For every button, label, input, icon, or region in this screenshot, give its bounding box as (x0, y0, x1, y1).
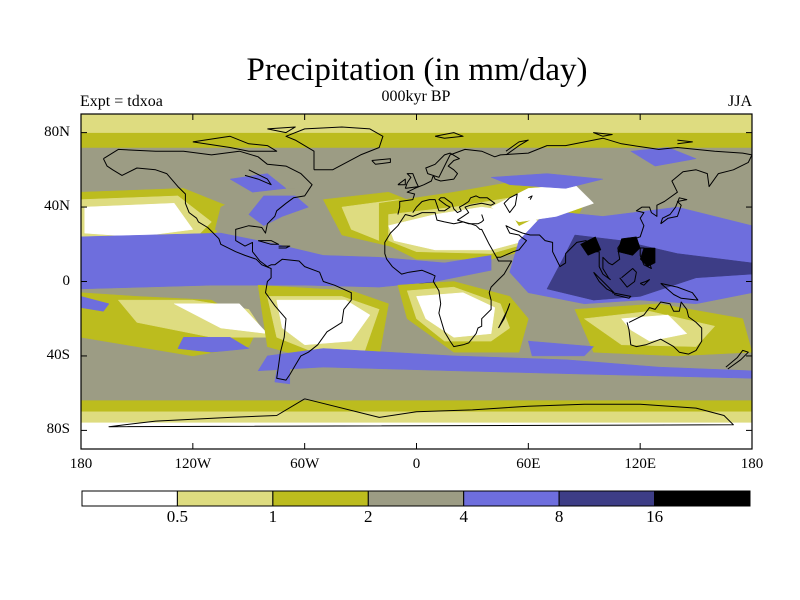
precip-region-8 (84, 203, 194, 238)
precip-region-21 (580, 236, 602, 256)
precip-region-2 (81, 114, 752, 133)
precip-region-5 (81, 422, 752, 449)
coastline-13 (612, 292, 632, 299)
colorbar-swatch-3 (367, 490, 465, 507)
colorbar-level-label: 4 (459, 507, 468, 526)
x-tick-label: 180 (69, 456, 93, 472)
coastline-27 (267, 126, 296, 134)
precip-region-36 (621, 314, 688, 342)
x-tick-label: 120E (624, 456, 656, 472)
precip-region-42 (229, 173, 287, 193)
coastline-9 (498, 303, 511, 329)
colorbar-swatch-2 (272, 490, 369, 507)
colorbar-swatch-4 (463, 490, 560, 507)
precip-region-24 (490, 184, 594, 223)
precip-region-40 (528, 340, 594, 357)
plot-title: Precipitation (in mm/day) (246, 52, 588, 88)
coastline-14 (639, 279, 650, 286)
precip-region-37 (81, 296, 110, 312)
colorbar-swatch-1 (176, 490, 274, 507)
coastline-2 (412, 195, 496, 225)
coastline-22 (505, 139, 529, 156)
coastline-3 (626, 301, 703, 355)
precip-region-43 (490, 173, 604, 189)
coastline-8 (371, 158, 391, 165)
colorbar-swatch-5 (558, 490, 655, 507)
coastline-7 (397, 178, 406, 186)
precip-region-15 (248, 195, 309, 226)
coastline-10 (660, 197, 688, 225)
precip-region-33 (416, 292, 496, 338)
x-tick-label: 120W (174, 456, 212, 472)
coastline-24 (677, 139, 693, 145)
coastline-4 (108, 398, 734, 428)
precip-region-30 (276, 299, 371, 346)
colorbar-level-label: 0.5 (166, 507, 189, 526)
colorbar-level-label: 16 (646, 507, 664, 526)
precip-region-38 (257, 348, 752, 379)
colorbar-level-label: 8 (554, 507, 564, 526)
coastline-21 (244, 169, 272, 186)
coastline-11 (593, 271, 615, 294)
coastline-25 (503, 193, 518, 214)
colorbar-swatch-0 (81, 490, 178, 507)
coastline-20 (192, 135, 278, 152)
coastline-23 (593, 132, 613, 137)
coastline-6 (404, 173, 419, 189)
colorbar-level-label: 1 (268, 507, 278, 526)
precip-region-39 (177, 337, 250, 353)
y-tick-label: 40N (44, 198, 70, 215)
y-tick-label: 0 (62, 272, 71, 289)
coastline-28 (435, 132, 464, 139)
coastline-0 (102, 148, 352, 381)
coastline-1 (384, 137, 752, 348)
x-tick-label: 60W (290, 456, 320, 472)
experiment-label: Expt = tdxoa (80, 93, 163, 110)
x-tick-label: 60E (516, 456, 541, 472)
y-tick-label: 40S (46, 346, 70, 363)
season-label: JJA (727, 93, 752, 110)
colorbar-level-label: 2 (364, 507, 373, 526)
x-tick-label: 0 (412, 456, 421, 472)
coastline-26 (528, 195, 533, 200)
colorbar (81, 490, 751, 507)
y-tick-label: 80N (44, 123, 70, 140)
coastline-18 (278, 245, 291, 249)
coastline-19 (725, 349, 749, 370)
coastline-5 (285, 126, 384, 171)
x-tick-label: 180 (740, 456, 764, 472)
coastline-12 (619, 268, 637, 288)
y-tick-label: 80S (46, 421, 70, 438)
plot-subtitle: 000kyr BP (381, 88, 451, 105)
coastline-17 (257, 240, 280, 245)
coastline-16 (639, 247, 652, 269)
coastline-15 (660, 282, 699, 301)
colorbar-swatch-6 (654, 490, 751, 507)
